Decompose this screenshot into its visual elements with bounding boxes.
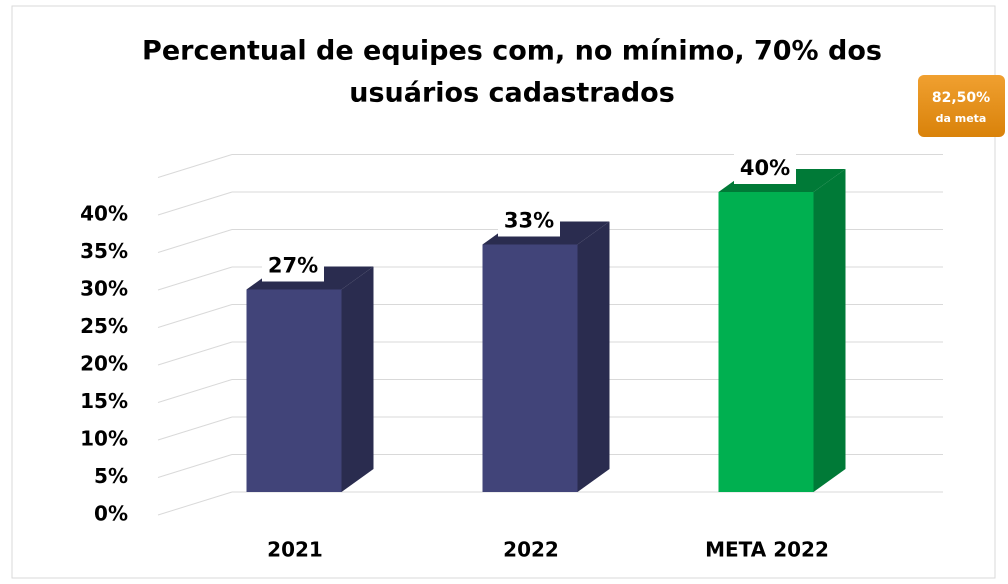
wall-line: [157, 191, 233, 216]
y-tick-label: 15%: [80, 389, 128, 413]
wall-line: [157, 379, 233, 403]
wall-line: [157, 266, 233, 291]
wall-line: [157, 154, 233, 178]
bar-side: [341, 266, 374, 492]
value-label: 40%: [740, 156, 790, 180]
wall-line: [157, 454, 233, 478]
bar-side: [813, 169, 846, 492]
value-label-box: [262, 251, 324, 282]
bar: [246, 289, 342, 492]
bar-side: [577, 221, 610, 492]
wall-line: [157, 304, 233, 328]
y-tick-label: 40%: [80, 202, 128, 226]
wall-line: [157, 491, 233, 516]
chart-title: Percentual de equipes com, no mínimo, 70…: [142, 36, 882, 67]
y-tick-label: 20%: [80, 352, 128, 376]
wall-line: [157, 341, 233, 366]
y-tick-label: 5%: [94, 464, 128, 488]
annotation-badge: [918, 75, 1005, 137]
annotation: da meta: [936, 112, 987, 125]
y-tick-label: 30%: [80, 277, 128, 301]
bar: [482, 244, 578, 492]
y-tick-label: 10%: [80, 427, 128, 451]
x-tick-label: META 2022: [705, 538, 829, 562]
y-tick-label: 0%: [94, 502, 128, 526]
x-tick-label: 2021: [267, 538, 323, 562]
wall-line: [157, 229, 233, 253]
x-tick-label: 2022: [503, 538, 559, 562]
y-tick-label: 25%: [80, 314, 128, 338]
y-tick-label: 35%: [80, 239, 128, 263]
value-label: 27%: [268, 254, 318, 278]
value-label: 33%: [504, 209, 554, 233]
chart-title: usuários cadastrados: [349, 78, 675, 109]
bar: [718, 192, 814, 492]
value-label-box: [498, 206, 560, 237]
wall-line: [157, 416, 233, 441]
annotation: 82,50%: [932, 90, 990, 106]
value-label-box: [734, 154, 796, 184]
